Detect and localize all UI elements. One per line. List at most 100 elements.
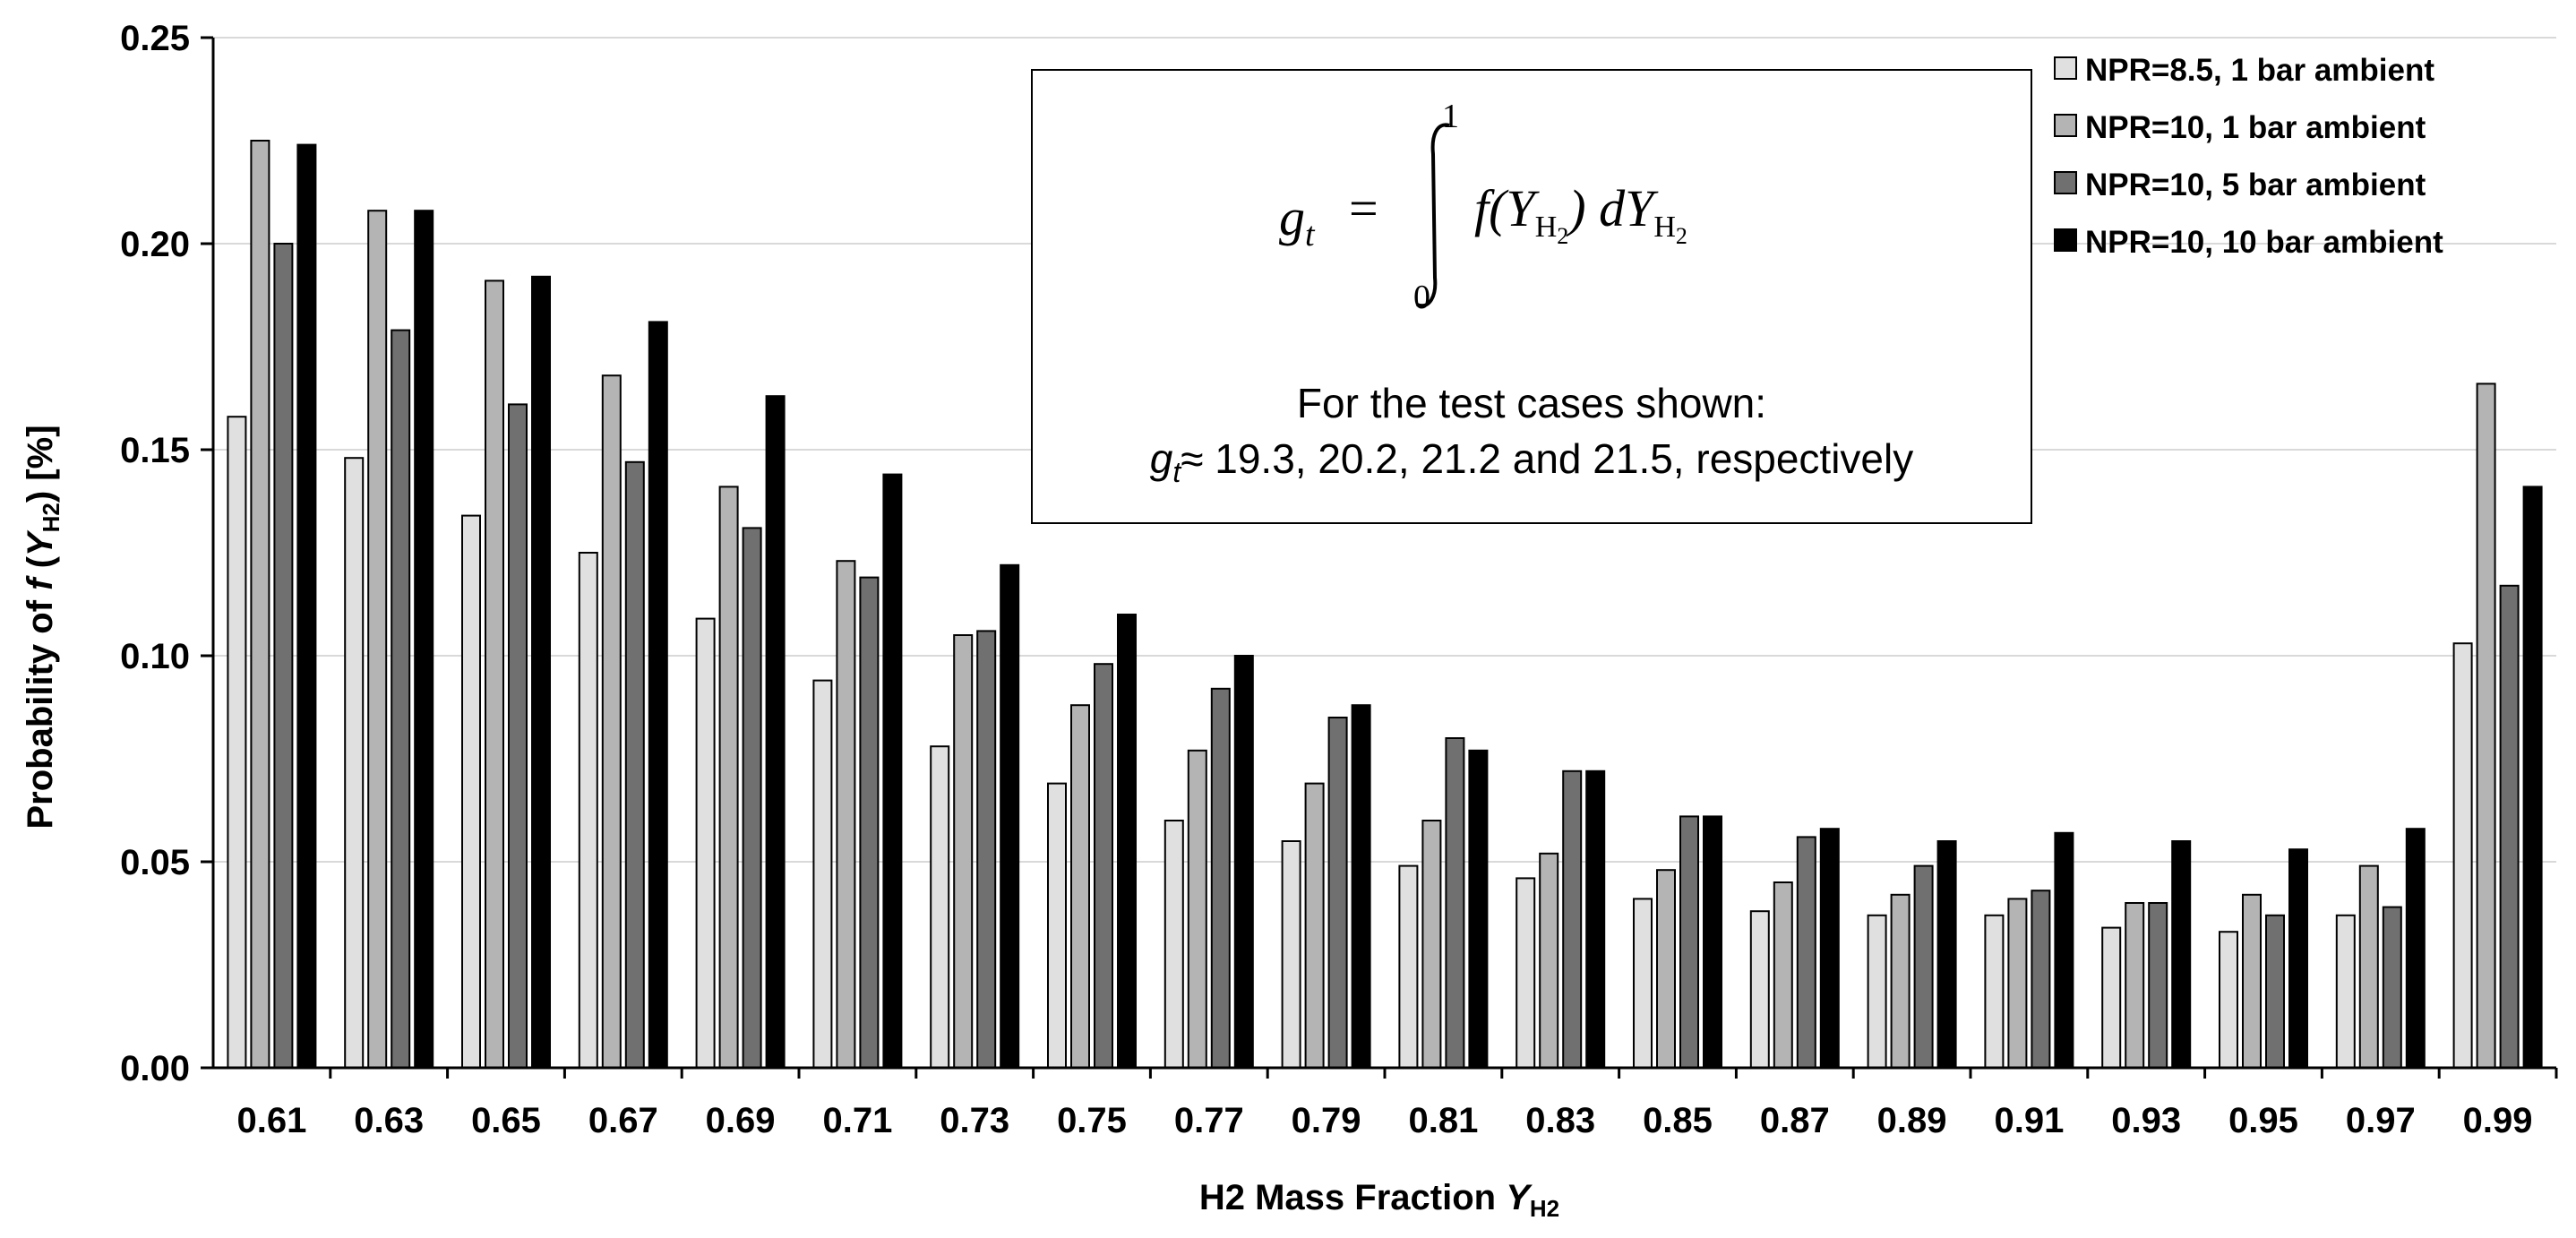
bar [1445, 737, 1465, 1069]
bar [1703, 815, 1722, 1070]
x-tick-label: 0.85 [1643, 1101, 1713, 1140]
bar [1163, 820, 1184, 1069]
formula-equals: = [1349, 179, 1378, 237]
x-axis-title: H2 Mass Fraction YH2 [1199, 1178, 1559, 1222]
x-tick-label: 0.81 [1408, 1101, 1478, 1140]
bar [508, 403, 528, 1069]
bar [859, 576, 880, 1069]
bar [461, 514, 481, 1069]
axes-layer: 0.00 0.05 0.10 0.15 0.20 0.25 0.61 0.63 0.65 0.67… [120, 19, 2558, 1140]
bar [2148, 902, 2168, 1069]
bar [391, 329, 411, 1070]
bar [578, 552, 598, 1069]
bar [2054, 831, 2074, 1069]
bar [2101, 926, 2122, 1069]
bar [1679, 815, 1699, 1070]
bar [1000, 563, 1020, 1069]
bar [1281, 840, 1301, 1069]
bar [2171, 840, 2192, 1069]
integral-formula: gt = 1 0 f(YH2) dYH2 [1279, 98, 1687, 316]
x-tick-label: 0.99 [2463, 1101, 2533, 1140]
legend-swatch [2054, 56, 2077, 80]
x-tick-label: 0.87 [1760, 1101, 1830, 1140]
legend-label: NPR=10, 5 bar ambient [2085, 168, 2426, 202]
y-tick-label: 0.15 [120, 431, 190, 470]
bar [2522, 486, 2543, 1069]
legend-swatch [2054, 228, 2077, 252]
bar [1656, 869, 1676, 1070]
bar [2219, 931, 2238, 1069]
bar [2265, 914, 2285, 1069]
bar [1117, 614, 1137, 1069]
x-tick-label: 0.67 [588, 1101, 658, 1140]
bar [1796, 836, 1816, 1070]
bar [1890, 893, 1911, 1069]
bar [718, 486, 739, 1069]
bar [1187, 749, 1207, 1069]
annotation-line-1: For the test cases shown: [1297, 380, 1766, 426]
bar [1984, 914, 2005, 1069]
bar [273, 243, 294, 1069]
bar [1351, 704, 1371, 1069]
x-tick-label: 0.61 [236, 1101, 306, 1140]
legend-label: NPR=10, 1 bar ambient [2085, 110, 2426, 145]
bar [2288, 848, 2308, 1070]
formula-lhs: gt [1279, 188, 1316, 254]
bar [2358, 864, 2379, 1069]
formula-upper-limit: 1 [1442, 98, 1459, 135]
bar [296, 143, 317, 1070]
bar [1233, 655, 1254, 1069]
x-tick-label: 0.71 [822, 1101, 892, 1140]
bar [531, 275, 551, 1069]
bar [1516, 877, 1536, 1070]
bar [930, 745, 950, 1069]
bar [1633, 898, 1653, 1070]
bar [1421, 820, 1442, 1069]
bar [1070, 704, 1090, 1069]
bar [812, 679, 833, 1069]
bar [2499, 584, 2520, 1069]
bar [1819, 828, 1840, 1069]
annotation-box: gt = 1 0 f(YH2) dYH2 For the test cases … [1031, 69, 2032, 524]
bar [1210, 687, 1231, 1069]
bar [624, 460, 645, 1069]
bar [414, 210, 434, 1069]
integral-sign [1416, 123, 1450, 308]
bar [227, 416, 247, 1069]
bar [250, 140, 270, 1069]
x-tick-label: 0.73 [940, 1101, 1009, 1140]
bar [2476, 383, 2496, 1069]
y-tick-label: 0.10 [120, 637, 190, 676]
bar [882, 473, 903, 1069]
legend-swatch [2054, 171, 2077, 194]
bar [1047, 782, 1067, 1069]
bar [1304, 782, 1325, 1069]
legend: NPR=8.5, 1 bar ambient NPR=10, 1 bar ambi… [2054, 53, 2443, 260]
formula-rhs: f(YH2) dYH2 [1474, 179, 1687, 249]
annotation-line-2: gt≈ 19.3, 20.2, 21.2 and 21.5, respectiv… [1150, 435, 1914, 488]
x-tick-label: 0.77 [1174, 1101, 1244, 1140]
bar [367, 210, 388, 1069]
bar [1913, 864, 1934, 1069]
bar [2007, 898, 2028, 1070]
legend-swatch [2054, 114, 2077, 137]
bar [1327, 717, 1348, 1069]
bar [2031, 890, 2051, 1070]
x-tick-label: 0.63 [354, 1101, 424, 1140]
legend-label: NPR=10, 10 bar ambient [2085, 225, 2443, 260]
x-tick-label: 0.89 [1877, 1101, 1947, 1140]
bar [1094, 663, 1113, 1069]
y-tick-label: 0.25 [120, 19, 190, 58]
y-tick-label: 0.20 [120, 225, 190, 264]
annotation-frame [1031, 69, 2032, 524]
bar [2405, 828, 2426, 1069]
bars-layer [227, 140, 2543, 1070]
x-tick-label: 0.65 [471, 1101, 541, 1140]
bar [976, 630, 997, 1070]
bar [1585, 769, 1606, 1069]
x-tick-label: 0.95 [2228, 1101, 2298, 1140]
x-tick-label: 0.91 [1994, 1101, 2064, 1140]
bar [2382, 906, 2402, 1069]
x-tick-label: 0.69 [706, 1101, 776, 1140]
